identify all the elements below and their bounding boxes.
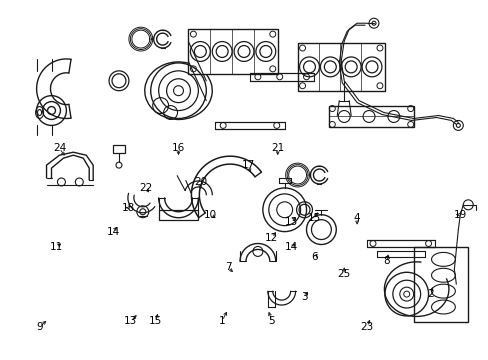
Text: 7: 7 xyxy=(224,262,231,272)
Text: 24: 24 xyxy=(53,143,66,153)
Text: 22: 22 xyxy=(139,183,152,193)
Text: 14: 14 xyxy=(285,243,298,252)
Text: 13: 13 xyxy=(124,316,137,326)
Text: 4: 4 xyxy=(353,213,360,223)
Bar xyxy=(297,43,384,91)
Text: 2: 2 xyxy=(427,289,433,299)
Text: 18: 18 xyxy=(122,203,135,213)
Text: 11: 11 xyxy=(50,243,63,252)
Text: 9: 9 xyxy=(36,322,43,332)
Text: 25: 25 xyxy=(337,269,350,279)
Text: 8: 8 xyxy=(383,256,389,266)
Text: 17: 17 xyxy=(241,160,254,170)
Text: 15: 15 xyxy=(149,316,162,326)
Bar xyxy=(113,145,124,153)
Text: 23: 23 xyxy=(360,322,373,332)
Bar xyxy=(328,105,413,127)
Bar xyxy=(413,247,468,322)
Text: 10: 10 xyxy=(203,210,216,220)
Text: 19: 19 xyxy=(453,210,466,220)
Text: 3: 3 xyxy=(301,292,307,302)
Text: 14: 14 xyxy=(106,226,120,237)
Text: 12: 12 xyxy=(264,233,278,243)
Bar xyxy=(158,210,198,220)
Text: 5: 5 xyxy=(268,316,275,326)
Text: 21: 21 xyxy=(270,143,284,153)
Bar xyxy=(188,29,277,74)
Text: 20: 20 xyxy=(193,177,206,187)
Text: 16: 16 xyxy=(172,143,185,153)
Text: 1: 1 xyxy=(219,316,225,326)
Text: 15: 15 xyxy=(307,213,321,223)
Text: 6: 6 xyxy=(310,252,317,262)
Text: 13: 13 xyxy=(285,217,298,227)
